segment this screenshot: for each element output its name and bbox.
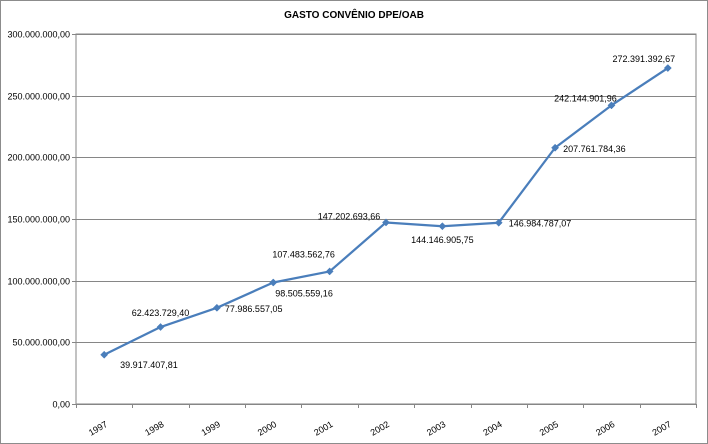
data-point (382, 218, 390, 227)
data-point (607, 101, 616, 110)
data-point (438, 222, 447, 231)
data-label: 272.391.392,67 (613, 54, 676, 64)
x-tick-label: 2006 (594, 419, 616, 438)
y-tick-label: 0,00 (52, 400, 70, 410)
data-point (663, 64, 672, 73)
y-tick-label: 100.000.000,00 (7, 277, 70, 287)
data-point (100, 350, 109, 359)
x-tick-label: 2007 (650, 419, 672, 438)
data-point (156, 323, 165, 331)
x-tick-label: 2001 (312, 419, 334, 438)
data-label: 144.146.905,75 (411, 235, 474, 245)
data-label: 98.505.559,16 (275, 289, 333, 299)
data-point (551, 143, 560, 152)
data-label: 242.144.901,96 (554, 93, 617, 103)
data-point (494, 218, 503, 227)
x-tick-label: 1998 (143, 419, 165, 438)
data-label: 147.202.693,66 (318, 211, 381, 221)
data-label: 207.761.784,36 (563, 144, 626, 154)
x-tick-label: 2004 (481, 419, 503, 438)
x-tick-label: 2003 (425, 419, 447, 438)
y-tick-label: 300.000.000,00 (7, 30, 70, 40)
data-label: 107.483.562,76 (272, 249, 335, 259)
y-tick-label: 150.000.000,00 (7, 215, 70, 225)
data-label: 39.917.407,81 (120, 360, 178, 370)
x-tick-label: 2002 (369, 419, 391, 438)
x-tick-label: 2005 (538, 419, 560, 438)
data-label: 146.984.787,07 (509, 219, 572, 229)
x-tick-label: 1997 (87, 419, 109, 438)
data-label: 77.986.557,05 (225, 304, 283, 314)
y-tick-label: 250.000.000,00 (7, 92, 70, 102)
y-tick-label: 50.000.000,00 (12, 338, 70, 348)
x-tick-label: 2000 (256, 419, 278, 438)
data-label: 62.423.729,40 (132, 308, 190, 318)
chart-title: GASTO CONVÊNIO DPE/OAB (284, 10, 424, 21)
x-tick-label: 1999 (200, 419, 222, 438)
data-point (212, 303, 221, 312)
y-tick-label: 200.000.000,00 (7, 153, 70, 163)
data-point (269, 278, 278, 287)
data-point (325, 267, 334, 276)
